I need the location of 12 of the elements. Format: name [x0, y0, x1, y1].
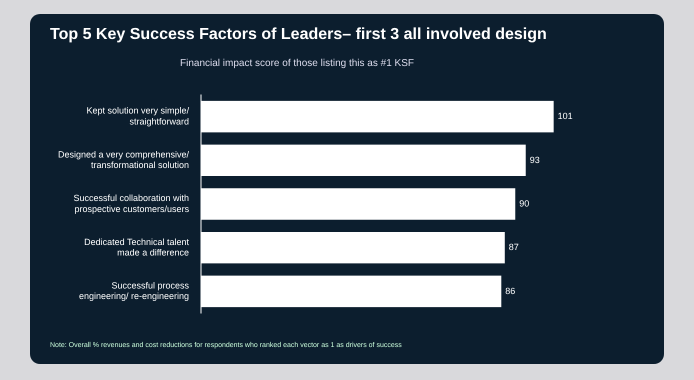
y-tick-label: Dedicated Technical talent made a difference [84, 236, 190, 258]
y-tick-label: Designed a very comprehensive/ transformational solution [58, 149, 190, 170]
data-label: 90 [519, 198, 530, 208]
data-label: 87 [508, 242, 519, 252]
data-label: 101 [558, 111, 573, 122]
data-label: 86 [505, 286, 516, 296]
data-label: 93 [530, 154, 540, 165]
y-tick-label: Successful collaboration with prospective customers/users [74, 193, 190, 214]
y-tick-label: Kept solution very simple/ straightforward [86, 106, 190, 127]
y-tick-label: Successful process engineering/ re-engineering [78, 280, 190, 302]
chart-title: Top 5 Key Success Factors of Leaders– first 3 all involved design [50, 26, 547, 44]
chart-subtitle: Financial impact score of those listing this as #1 KSF [180, 58, 414, 69]
